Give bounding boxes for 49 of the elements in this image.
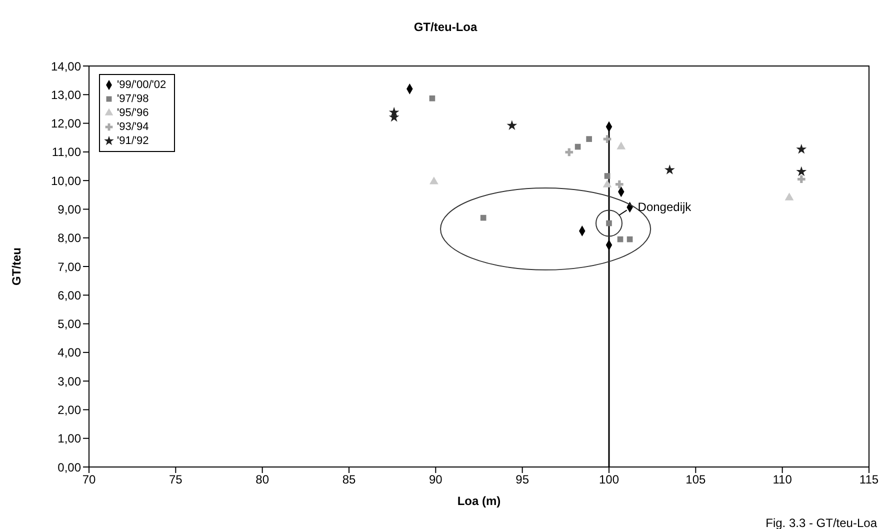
legend-label: '97/'98	[117, 92, 149, 106]
y-tick-label: 8,00	[58, 231, 82, 246]
x-tick-label: 80	[256, 472, 270, 487]
annotation: Dongedijk	[638, 200, 692, 214]
y-tick-label: 4,00	[58, 346, 82, 360]
point	[615, 180, 624, 188]
point	[430, 176, 438, 184]
x-axis-title: Loa (m)	[457, 494, 501, 508]
point	[796, 166, 807, 176]
y-tick-label: 12,00	[50, 116, 82, 131]
x-tick-label: 70	[82, 472, 96, 487]
y-tick-label: 3,00	[58, 374, 82, 388]
point	[616, 142, 626, 150]
point	[565, 148, 574, 156]
x-tick-label: 110	[772, 472, 792, 487]
point	[784, 192, 794, 200]
point	[429, 95, 436, 102]
point	[797, 175, 806, 184]
point	[603, 135, 612, 143]
x-tick-label: 115	[859, 472, 879, 487]
point	[602, 180, 612, 188]
y-tick-label: 5,00	[58, 317, 82, 332]
y-tick-label: 6,00	[58, 288, 82, 302]
point	[796, 144, 807, 154]
legend-label: '93/'94	[117, 120, 149, 134]
y-tick-label: 13,00	[50, 88, 82, 102]
y-tick-label: 1,00	[58, 432, 82, 446]
point	[664, 164, 675, 174]
y-tick-label: 2,00	[58, 402, 82, 417]
x-tick-label: 75	[168, 472, 183, 487]
legend-label: '99/'00/'02	[117, 78, 166, 92]
x-tick-label: 100	[598, 472, 620, 487]
legend-label: '95/'96	[117, 106, 149, 120]
x-tick-label: 85	[342, 472, 356, 487]
y-tick-label: 0,00	[58, 460, 82, 474]
point	[506, 120, 518, 130]
y-tick-label: 11,00	[52, 145, 82, 160]
y-tick-label: 14,00	[50, 59, 82, 74]
point	[604, 173, 610, 179]
x-tick-label: 105	[686, 472, 706, 487]
point	[586, 136, 592, 142]
x-tick-label: 90	[428, 472, 443, 487]
y-axis-title: GT/teu	[9, 248, 24, 286]
y-tick-label: 7,00	[58, 260, 82, 274]
x-tick-label: 95	[516, 472, 530, 487]
y-tick-label: 10,00	[50, 174, 82, 188]
y-tick-label: 9,00	[58, 202, 82, 216]
legend-label: '91/'92	[117, 134, 149, 148]
chart-title: GT/teu-Loa	[412, 20, 478, 34]
